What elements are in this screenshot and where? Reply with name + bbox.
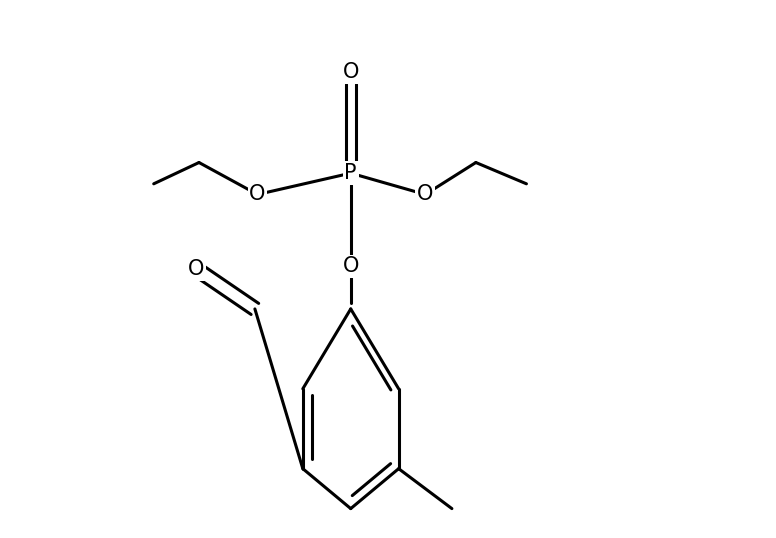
- Text: O: O: [342, 256, 359, 277]
- Text: O: O: [342, 62, 359, 82]
- Text: P: P: [345, 163, 357, 183]
- Text: O: O: [249, 185, 265, 204]
- Text: O: O: [417, 185, 434, 204]
- Text: O: O: [188, 259, 205, 279]
